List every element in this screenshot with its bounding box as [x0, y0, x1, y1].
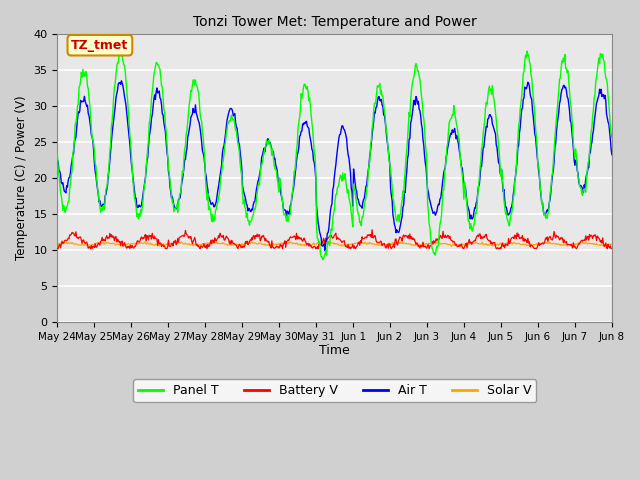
- Text: TZ_tmet: TZ_tmet: [71, 39, 129, 52]
- Legend: Panel T, Battery V, Air T, Solar V: Panel T, Battery V, Air T, Solar V: [133, 379, 536, 402]
- X-axis label: Time: Time: [319, 345, 350, 358]
- Y-axis label: Temperature (C) / Power (V): Temperature (C) / Power (V): [15, 96, 28, 261]
- Title: Tonzi Tower Met: Temperature and Power: Tonzi Tower Met: Temperature and Power: [193, 15, 477, 29]
